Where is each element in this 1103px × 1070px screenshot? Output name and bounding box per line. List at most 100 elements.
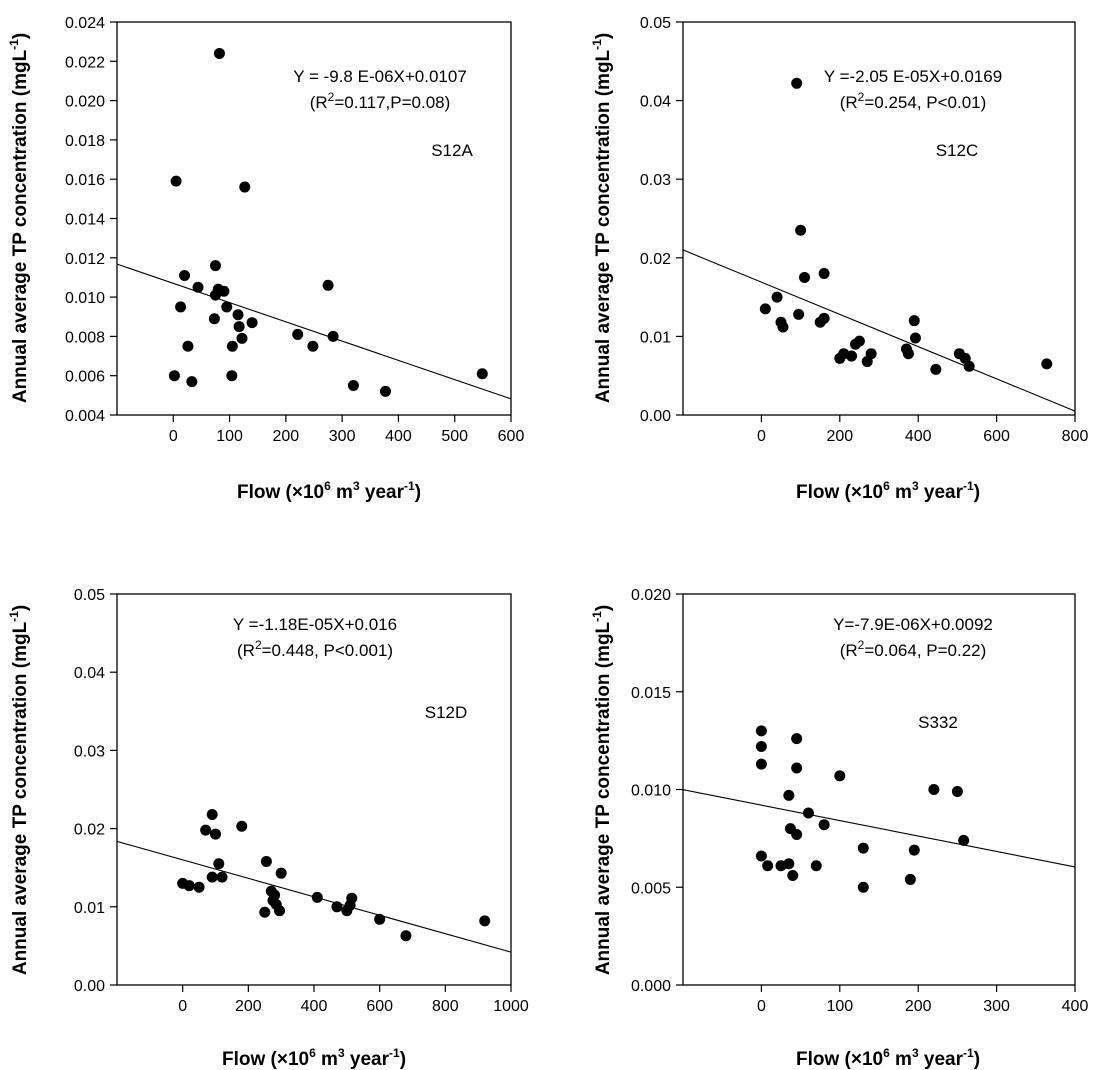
data-point: [902, 348, 914, 360]
data-point: [236, 332, 248, 344]
data-point: [795, 224, 807, 236]
x-axis-title: Flow (×106 m3 year-1): [796, 1046, 980, 1070]
data-point: [958, 834, 970, 846]
data-point: [853, 335, 865, 347]
regression-equation: Y =-2.05 E-05X+0.0169: [824, 67, 1002, 86]
x-tick-label: 100: [826, 998, 853, 1015]
regression-equation: Y =-1.18E-05X+0.016: [233, 615, 397, 634]
data-point: [210, 260, 221, 272]
x-tick-label: 400: [385, 428, 412, 445]
x-title-part: ): [415, 482, 421, 503]
y-tick-label: 0.014: [65, 212, 105, 229]
y-tick-label: 0.006: [65, 369, 105, 386]
x-title-sup: 6: [883, 1046, 890, 1060]
data-point: [755, 758, 767, 770]
y-axis-title: Annual average TP concentration (mgL-1): [590, 33, 614, 403]
data-point: [233, 321, 245, 333]
y-title-sup: -1: [7, 39, 21, 50]
y-tick-label: 0.04: [640, 94, 671, 111]
data-point: [908, 844, 920, 856]
data-point: [762, 860, 774, 872]
regression-line: [683, 789, 1075, 868]
data-point: [274, 905, 286, 917]
panel-label: S332: [918, 713, 958, 732]
y-axis-title: Annual average TP concentration (mgL-1): [7, 33, 31, 403]
x-tick-label: 500: [441, 428, 468, 445]
x-title-sup: 6: [883, 479, 890, 493]
x-title-part: year: [360, 482, 405, 503]
regression-line: [117, 263, 511, 400]
x-title-sup: 3: [912, 1046, 919, 1060]
data-point: [846, 350, 858, 362]
data-point: [275, 867, 287, 879]
data-point: [930, 363, 942, 375]
y-tick-label: 0.02: [640, 251, 671, 268]
data-point: [759, 303, 771, 315]
y-title-part: ): [10, 605, 31, 611]
data-point: [213, 47, 225, 59]
x-title-part: m: [890, 1049, 912, 1070]
y-title-part: Annual average TP concentration (mgL: [593, 49, 614, 403]
y-title-sup: -1: [7, 611, 21, 622]
x-tick-label: 0: [169, 428, 178, 445]
x-title-sup: 6: [309, 1046, 316, 1060]
data-point: [226, 370, 238, 382]
x-tick-label: 400: [301, 998, 328, 1015]
regression-stats: (R2=0.254, P<0.01): [840, 90, 987, 112]
data-point: [186, 376, 198, 388]
regression-equation: Y=-7.9E-06X+0.0092: [833, 615, 993, 634]
x-title-sup: -1: [963, 1046, 974, 1060]
data-point: [200, 824, 212, 836]
x-title-part: Flow (×10: [237, 482, 324, 503]
panel-label: S12A: [431, 141, 473, 160]
x-tick-label: 600: [366, 998, 393, 1015]
y-tick-label: 0.005: [631, 880, 671, 897]
chart-panel-s12d: 0 200 400 600 800 1000 0.00 0.01 0.02 0.03 0.04 0.0…: [7, 587, 529, 1070]
y-tick-label: 0.022: [65, 54, 105, 71]
data-point: [400, 930, 412, 942]
stats-prefix: (R: [310, 93, 328, 112]
regression-line: [683, 249, 1075, 412]
x-tick-label: 0: [178, 998, 187, 1015]
y-title-sup: -1: [590, 39, 604, 50]
x-tick-label: 200: [273, 428, 300, 445]
data-point: [783, 858, 795, 870]
y-tick-label: 0.008: [65, 329, 105, 346]
data-point: [791, 762, 803, 774]
x-tick-label: 600: [983, 428, 1010, 445]
data-point: [810, 860, 822, 872]
data-point: [292, 328, 304, 340]
data-point: [755, 740, 767, 752]
y-tick-label: 0.00: [640, 408, 671, 425]
y-tick-label: 0.010: [631, 783, 671, 800]
data-point: [909, 332, 921, 344]
x-title-part: m: [890, 482, 912, 503]
data-point: [476, 368, 488, 380]
regression-equation: Y = -9.8 E-06X+0.0107: [293, 67, 467, 86]
x-title-sup: -1: [389, 1046, 400, 1060]
x-title-part: Flow (×10: [796, 1049, 883, 1070]
y-tick-label: 0.015: [631, 685, 671, 702]
stats-superscript: 2: [328, 90, 335, 104]
data-point: [246, 317, 258, 329]
x-tick-label: 400: [905, 428, 932, 445]
x-tick-label: 200: [826, 428, 853, 445]
y-tick-label: 0.03: [640, 172, 671, 189]
data-point: [963, 360, 975, 372]
x-tick-label: 0: [757, 998, 766, 1015]
y-title-part: ): [593, 33, 614, 39]
data-point: [168, 370, 180, 382]
x-title-part: ): [400, 1049, 406, 1070]
chart-panel-s12c: 0 200 400 600 800 0.00 0.01 0.02 0.03 0.04 0.05 Y =…: [590, 15, 1088, 503]
data-point: [260, 855, 272, 867]
data-point: [802, 807, 814, 819]
x-title-part: Flow (×10: [222, 1049, 309, 1070]
x-title-part: m: [316, 1049, 338, 1070]
data-point: [226, 340, 238, 352]
data-point: [818, 819, 830, 831]
data-point: [787, 870, 799, 882]
x-title-sup: -1: [963, 479, 974, 493]
stats-prefix: (R: [840, 93, 858, 112]
data-point: [379, 385, 391, 397]
x-axis-title: Flow (×106 m3 year-1): [237, 479, 421, 503]
